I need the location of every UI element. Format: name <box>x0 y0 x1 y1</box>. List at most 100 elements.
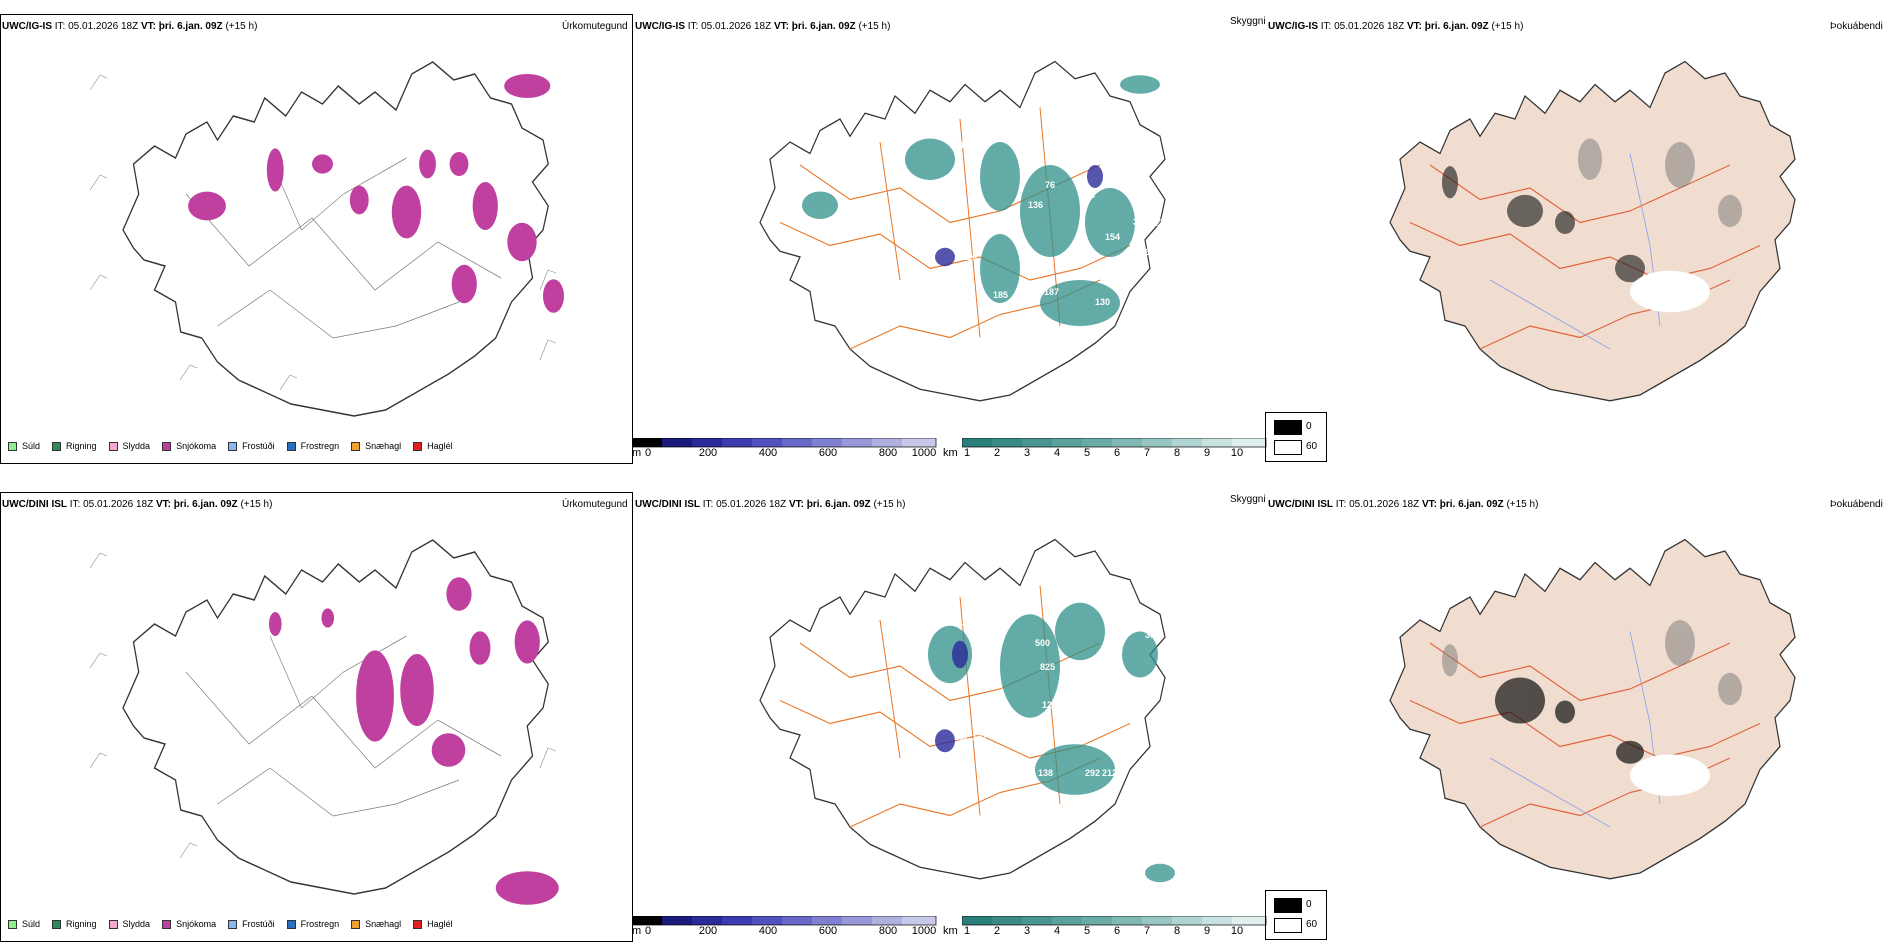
cloud-base-label: 507 <box>1075 698 1090 708</box>
cb-tick: 1000 <box>911 925 937 937</box>
legend-item: Súld <box>8 441 40 451</box>
cb-seg <box>662 916 692 925</box>
precip-panel-frame <box>0 14 633 464</box>
cloud-base-label: 152 <box>954 732 969 742</box>
legend-swatch <box>286 919 296 929</box>
legend-swatch <box>52 919 62 929</box>
cb-tick: 400 <box>758 925 778 937</box>
cloud-base-label: 241 <box>1100 267 1115 277</box>
snow-areas <box>188 74 564 313</box>
cloud-base-label: 894 <box>1158 658 1173 668</box>
legend-swatch <box>413 441 423 451</box>
cb-tick: 200 <box>698 447 718 459</box>
cb-tick: 4 <box>1053 925 1061 937</box>
cb-tick: 4 <box>1053 447 1061 459</box>
legend-item: Rigning <box>52 919 97 929</box>
cloud-title: Skyggni <box>1230 16 1266 27</box>
precip-title: Úrkomutegund <box>562 21 628 32</box>
cb-seg <box>842 916 872 925</box>
cb-tick: 7 <box>1143 925 1151 937</box>
cb-tick: 800 <box>878 925 898 937</box>
cb-tick: 400 <box>758 447 778 459</box>
legend-swatch <box>413 919 423 929</box>
cb-seg <box>812 916 842 925</box>
cb-tick: 600 <box>818 447 838 459</box>
cb-seg <box>722 438 752 447</box>
cb-tick: 800 <box>878 447 898 459</box>
cloud-base-label: 320 <box>962 618 977 628</box>
legend-item: Slydda <box>108 919 150 929</box>
cb-seg <box>1052 438 1082 447</box>
cb-seg <box>1202 438 1232 447</box>
cb-seg <box>752 916 782 925</box>
cloud-base-label: 247 <box>1038 732 1053 742</box>
cb-seg <box>1202 916 1232 925</box>
visibility-ticks: 1 2 3 4 5 6 7 8 9 10 <box>963 925 1267 939</box>
cb-seg <box>842 438 872 447</box>
cb-seg <box>1232 438 1266 447</box>
cb-seg <box>872 438 902 447</box>
cloud-base-label: 260 <box>995 768 1010 778</box>
cloud-base-label: 318 <box>1140 678 1155 688</box>
fog-title: Þokuábendi <box>1830 21 1883 32</box>
cloud-base-label: 154 <box>1105 232 1120 242</box>
cb-seg <box>1112 438 1142 447</box>
cb-seg <box>1022 916 1052 925</box>
cb-tick: 1000 <box>911 447 937 459</box>
legend-swatch <box>8 441 17 451</box>
cb-tick: 7 <box>1143 447 1151 459</box>
visibility-colorbar <box>962 438 1267 448</box>
cb-tick: 5 <box>1083 925 1091 937</box>
cb-tick: 3 <box>1023 447 1031 459</box>
cloud-base-label: 130 <box>1095 297 1110 307</box>
precip-map <box>89 539 559 905</box>
cloud-title: Skyggni <box>1230 494 1266 505</box>
fog-header: UWC/DINI ISL IT: 05.01.2026 18Z VT: þri.… <box>1268 499 1539 510</box>
cb-seg <box>962 438 992 447</box>
legend-swatch <box>228 919 238 929</box>
legend-item: Frostregn <box>286 441 339 451</box>
fog-label-0: 0 <box>1306 421 1312 432</box>
fog-label-0: 0 <box>1306 899 1312 910</box>
cb-tick: 5 <box>1083 447 1091 459</box>
cloud-base-label: 698 <box>1085 592 1100 602</box>
cb-seg <box>692 916 722 925</box>
fog-title: Þokuábendi <box>1830 499 1883 510</box>
cb-seg <box>662 438 692 447</box>
cb-seg <box>722 916 752 925</box>
cb-tick: 9 <box>1203 925 1211 937</box>
cb-seg <box>1142 916 1172 925</box>
cloud-base-label: 330 <box>1133 217 1148 227</box>
fog-swatch-0 <box>1274 898 1302 913</box>
cloud-base-label: 292 <box>1085 768 1100 778</box>
cb-tick: 600 <box>818 925 838 937</box>
legend-item: Frostúði <box>228 919 275 929</box>
legend-item: Snjókoma <box>162 441 216 451</box>
legend-item: Snjókoma <box>162 919 216 929</box>
legend-item: Súld <box>8 919 40 929</box>
cb-seg <box>1082 916 1112 925</box>
cb-tick: 10 <box>1230 925 1244 937</box>
cb-tick: 10 <box>1230 447 1244 459</box>
cb-tick: 1 <box>963 925 971 937</box>
legend-item: Frostúði <box>228 441 275 451</box>
cloud-base-label: 185 <box>993 290 1008 300</box>
low-visibility-areas <box>802 75 1160 326</box>
row-0: UWC/IG-IS IT: 05.01.2026 18Z VT: þri. 6.… <box>0 0 1900 470</box>
cb-tick: 6 <box>1113 925 1121 937</box>
cloud-base-label: 341 <box>993 610 1008 620</box>
cb-seg <box>812 438 842 447</box>
cb-seg <box>1112 916 1142 925</box>
legend-swatch <box>8 919 17 929</box>
fog-map <box>1389 538 1796 880</box>
fog-swatch-1 <box>1274 440 1302 455</box>
cloud-base-label: 187 <box>1044 287 1059 297</box>
precip-title: Úrkomutegund <box>562 499 628 510</box>
cb-tick: 8 <box>1173 447 1181 459</box>
cb-tick: 200 <box>698 925 718 937</box>
precip-map <box>89 61 564 417</box>
cb-tick: 2 <box>993 925 1001 937</box>
cb-seg <box>1142 438 1172 447</box>
cb-seg <box>992 916 1022 925</box>
cb-seg <box>1172 438 1202 447</box>
